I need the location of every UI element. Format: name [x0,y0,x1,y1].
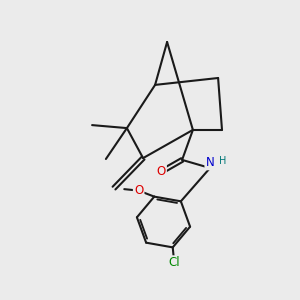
Text: H: H [219,156,226,167]
Text: N: N [206,156,214,169]
Text: O: O [157,165,166,178]
Text: O: O [134,184,143,197]
Text: Cl: Cl [168,256,180,269]
